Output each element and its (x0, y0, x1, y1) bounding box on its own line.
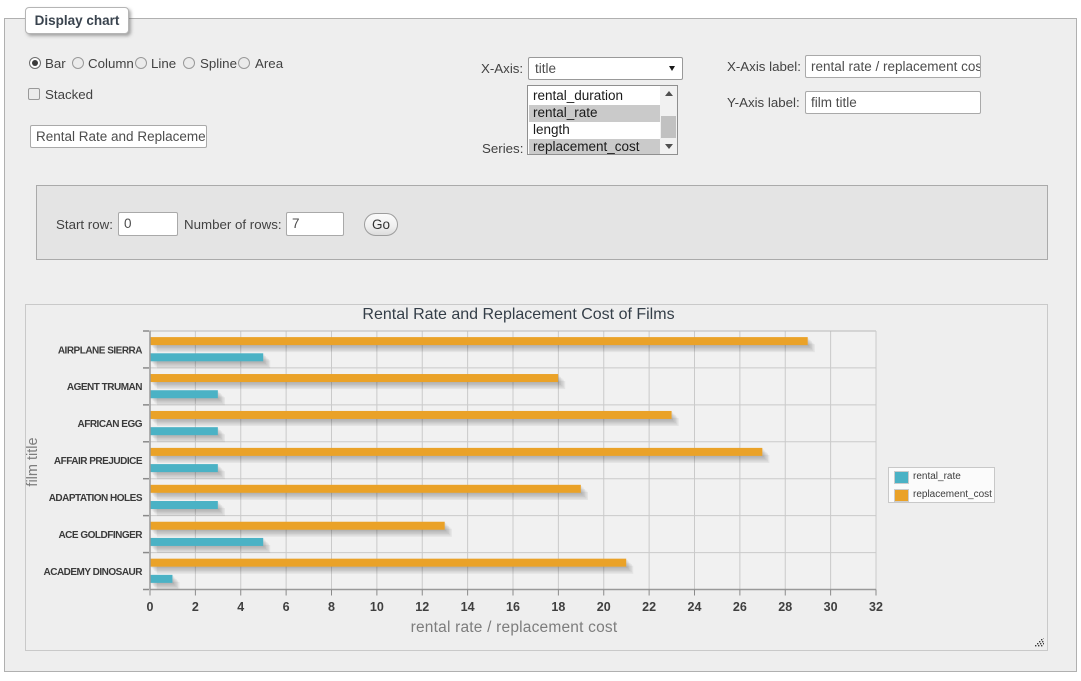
svg-text:10: 10 (370, 600, 384, 614)
svg-text:4: 4 (237, 600, 244, 614)
svg-text:16: 16 (506, 600, 520, 614)
svg-text:18: 18 (551, 600, 565, 614)
svg-text:32: 32 (869, 600, 883, 614)
svg-text:26: 26 (733, 600, 747, 614)
svg-text:AIRPLANE SIERRA: AIRPLANE SIERRA (58, 345, 142, 356)
svg-text:22: 22 (642, 600, 656, 614)
svg-text:AGENT TRUMAN: AGENT TRUMAN (67, 382, 142, 393)
svg-text:24: 24 (688, 600, 702, 614)
svg-text:ACADEMY DINOSAUR: ACADEMY DINOSAUR (44, 567, 144, 578)
svg-text:6: 6 (283, 600, 290, 614)
svg-text:ACE GOLDFINGER: ACE GOLDFINGER (58, 530, 143, 541)
svg-text:0: 0 (147, 600, 154, 614)
svg-text:14: 14 (461, 600, 475, 614)
svg-text:AFFAIR PREJUDICE: AFFAIR PREJUDICE (54, 456, 143, 467)
svg-text:ADAPTATION HOLES: ADAPTATION HOLES (49, 493, 143, 504)
svg-text:28: 28 (778, 600, 792, 614)
svg-text:AFRICAN EGG: AFRICAN EGG (78, 419, 143, 430)
svg-text:8: 8 (328, 600, 335, 614)
svg-text:12: 12 (415, 600, 429, 614)
svg-text:2: 2 (192, 600, 199, 614)
svg-text:30: 30 (824, 600, 838, 614)
svg-text:20: 20 (597, 600, 611, 614)
